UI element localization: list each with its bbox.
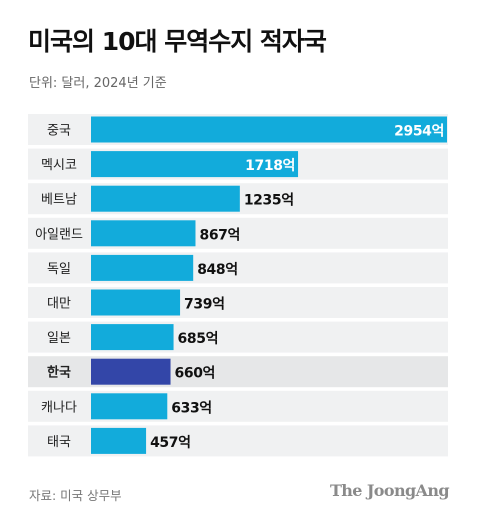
category-label: 캐나다 [41, 400, 77, 415]
value-label: 1235억 [244, 193, 294, 209]
category-label: 대만 [47, 297, 71, 312]
bar [91, 289, 181, 316]
bar [91, 220, 196, 247]
category-label: 아일랜드 [35, 227, 83, 242]
category-label: 중국 [47, 124, 71, 139]
source-note: 자료: 미국 상무부 [29, 488, 122, 503]
bar [91, 151, 299, 178]
bar [91, 427, 147, 454]
value-label: 739억 [184, 297, 225, 313]
value-label: 1718억 [245, 158, 295, 174]
category-label: 한국 [47, 365, 71, 381]
brand-logo: The JoongAng [329, 481, 450, 500]
category-label: 베트남 [41, 193, 77, 208]
bar [91, 254, 194, 281]
value-label: 457억 [150, 435, 191, 451]
category-label: 멕시코 [41, 158, 77, 173]
value-label: 660억 [175, 366, 216, 382]
value-label: 633억 [171, 400, 212, 416]
value-label: 867억 [199, 227, 240, 243]
bar [91, 393, 168, 420]
page-title: 미국의 10대 무역수지 적자국 [28, 27, 327, 56]
value-label: 848억 [197, 262, 238, 278]
value-label: 685억 [178, 331, 219, 347]
chart-subtitle: 단위: 달러, 2024년 기준 [29, 76, 167, 91]
bar [91, 185, 240, 212]
category-label: 독일 [47, 262, 71, 277]
bar [91, 358, 171, 385]
category-label: 태국 [47, 435, 71, 450]
bar [91, 324, 174, 351]
value-label: 2954억 [394, 124, 444, 140]
category-label: 일본 [47, 331, 71, 346]
bar [91, 116, 447, 143]
